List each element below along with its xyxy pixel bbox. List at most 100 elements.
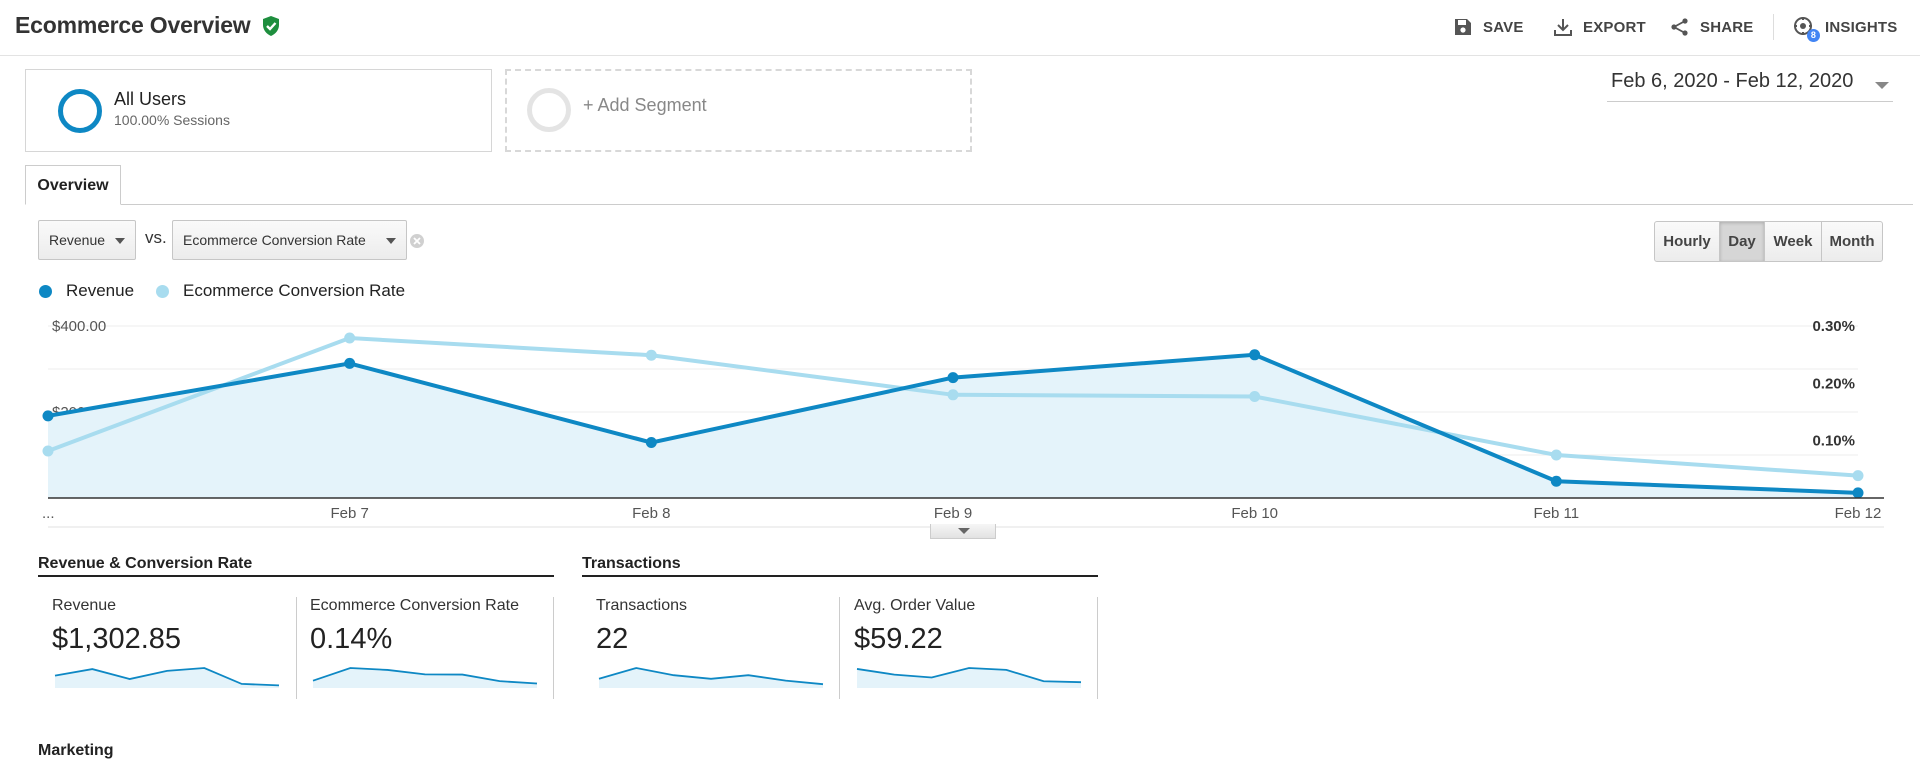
x-tick-label: ... [42, 505, 55, 522]
conversion-rate-point [42, 445, 54, 457]
y-right-tick-label: 0.20% [1812, 375, 1855, 392]
card-avg-order-value[interactable]: Avg. Order Value $59.22 [840, 597, 1098, 699]
conversion-rate-point [344, 332, 356, 344]
segment-subtitle: 100.00% Sessions [114, 112, 230, 128]
x-tick-label: Feb 8 [632, 505, 670, 522]
sparkline-line [856, 667, 1082, 684]
revenue-point [42, 410, 54, 422]
card-label: Transactions [596, 597, 687, 614]
share-icon [1671, 18, 1688, 36]
section-marketing: Marketing [38, 742, 114, 759]
card-label: Ecommerce Conversion Rate [310, 597, 519, 614]
conversion-rate-point [1550, 449, 1562, 461]
export-button[interactable]: EXPORT [1553, 16, 1646, 38]
card-value: $59.22 [854, 623, 943, 655]
y-right-tick-label: 0.30% [1812, 318, 1855, 335]
legend-revenue-label: Revenue [66, 281, 135, 300]
toolbar-divider [1773, 14, 1774, 40]
save-label: SAVE [1483, 18, 1524, 36]
card-conversion-rate[interactable]: Ecommerce Conversion Rate 0.14% [296, 597, 554, 699]
page-title: Ecommerce Overview [15, 12, 251, 38]
date-range-picker[interactable]: Feb 6, 2020 - Feb 12, 2020 [1607, 70, 1893, 102]
insights-icon [1794, 17, 1812, 35]
sparkline-area [55, 668, 279, 688]
legend-conversion-rate[interactable]: Ecommerce Conversion Rate [156, 281, 405, 301]
sparkline-line [598, 667, 824, 686]
conversion-rate-point [947, 389, 959, 401]
card-value: 22 [596, 623, 629, 655]
revenue-point [344, 357, 356, 369]
download-icon [1554, 19, 1572, 36]
share-label: SHARE [1700, 18, 1754, 36]
empty-segment-ring-icon [527, 88, 571, 132]
sparkline [312, 667, 538, 688]
insights-button[interactable]: 8 INSIGHTS [1793, 16, 1898, 42]
segment-all-users[interactable]: All Users 100.00% Sessions [25, 69, 492, 152]
segment-title: All Users [114, 89, 187, 109]
sparkline [598, 667, 824, 688]
x-tick-label: Feb 7 [330, 505, 368, 522]
revenue-point [645, 437, 657, 449]
segment-ring-icon [58, 89, 102, 133]
legend-dot-icon [156, 284, 169, 298]
sparkline [54, 667, 280, 688]
secondary-metric-select[interactable]: Ecommerce Conversion Rate [172, 220, 407, 260]
chevron-down-icon [958, 528, 970, 534]
x-tick-label: Feb 11 [1534, 505, 1580, 522]
x-tick-label: Feb 9 [934, 505, 972, 522]
conversion-rate-point [1852, 470, 1864, 482]
chevron-down-icon [115, 238, 125, 244]
revenue-area [48, 354, 1858, 498]
revenue-point [1249, 349, 1261, 361]
revenue-point [1852, 487, 1864, 499]
tab-divider [25, 204, 1913, 205]
chart-collapse-handle[interactable] [930, 524, 996, 539]
tab-overview[interactable]: Overview [25, 165, 121, 205]
primary-metric-select[interactable]: Revenue [38, 220, 136, 260]
vs-label: vs. [145, 228, 167, 247]
sparkline-area [857, 668, 1081, 688]
card-label: Revenue [52, 597, 117, 614]
x-tick-label: Feb 12 [1835, 505, 1882, 522]
card-value: 0.14% [310, 623, 393, 655]
primary-metric-label: Revenue [49, 232, 106, 248]
conversion-rate-point [645, 349, 657, 361]
y-right-tick-label: 0.10% [1812, 433, 1855, 450]
revenue-point [947, 372, 959, 384]
chevron-down-icon [386, 238, 396, 244]
clear-metric-icon[interactable] [409, 233, 425, 249]
period-week-button[interactable]: Week [1764, 221, 1822, 262]
card-value: $1,302.85 [52, 623, 182, 655]
sparkline-line [312, 667, 538, 685]
period-day-button[interactable]: Day [1719, 221, 1765, 262]
chevron-down-icon [1875, 82, 1889, 89]
legend-conversion-label: Ecommerce Conversion Rate [183, 281, 406, 300]
revenue-point [1550, 475, 1562, 487]
export-label: EXPORT [1583, 18, 1646, 36]
save-button[interactable]: SAVE [1453, 16, 1524, 38]
period-month-button[interactable]: Month [1821, 221, 1883, 262]
card-revenue[interactable]: Revenue $1,302.85 [38, 597, 297, 699]
legend-revenue[interactable]: Revenue [39, 281, 134, 301]
insights-count-badge: 8 [1807, 29, 1820, 42]
card-transactions[interactable]: Transactions 22 [582, 597, 840, 699]
sparkline-area [599, 668, 823, 688]
sparkline-area [313, 668, 537, 688]
secondary-metric-label: Ecommerce Conversion Rate [183, 232, 366, 248]
add-segment-label: + Add Segment [583, 95, 707, 115]
sparkline [856, 667, 1082, 688]
sparkline-line [54, 667, 280, 687]
date-range-label: Feb 6, 2020 - Feb 12, 2020 [1611, 70, 1854, 92]
period-toggle-group: Hourly Day Week Month [1654, 221, 1883, 262]
add-segment-button[interactable]: + Add Segment [505, 69, 972, 152]
insights-label: INSIGHTS [1825, 18, 1898, 36]
card-label: Avg. Order Value [854, 597, 976, 614]
save-icon [1455, 19, 1471, 35]
period-hourly-button[interactable]: Hourly [1654, 221, 1720, 262]
y-left-tick-label: $400.00 [52, 318, 106, 335]
x-tick-label: Feb 10 [1231, 505, 1278, 522]
top-bar: Ecommerce Overview SAVE EXPORT SHARE [0, 0, 1920, 56]
legend-dot-icon [39, 284, 52, 298]
share-button[interactable]: SHARE [1670, 16, 1754, 38]
